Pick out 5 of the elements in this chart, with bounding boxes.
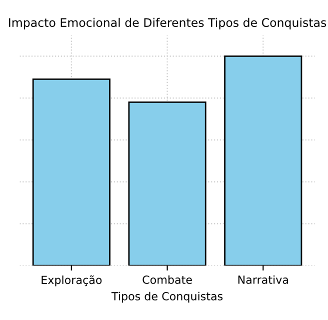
chart-title: Impacto Emocional de Diferentes Tipos de Conquistas [9,18,326,30]
x-axis-title: Tipos de Conquistas [111,292,223,303]
x-tick-label: Narrativa [238,275,288,284]
x-tick-label: Exploração [42,275,102,286]
x-tick-label: Combate [142,275,192,284]
